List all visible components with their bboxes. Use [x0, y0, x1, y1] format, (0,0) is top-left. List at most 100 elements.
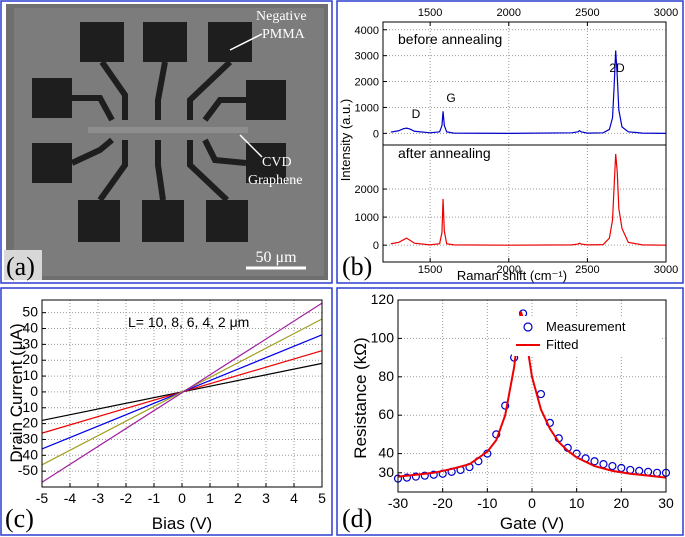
panel-frame — [0, 287, 333, 536]
y-tick-label: 4000 — [355, 25, 379, 37]
panel-label: (b) — [342, 252, 372, 281]
data-line — [390, 153, 667, 246]
y-tick-label: 0 — [373, 240, 379, 252]
x-tick-label: 0 — [528, 495, 536, 511]
x-tick-label: 1500 — [418, 264, 442, 276]
panel-frame — [336, 0, 684, 284]
y-tick-label: -40 — [18, 446, 38, 462]
x-tick-label: -2 — [120, 490, 133, 506]
legend: Measurement Fitted — [512, 316, 662, 356]
annotation: after annealing — [398, 145, 491, 161]
x-tick-label: 30 — [658, 495, 674, 511]
x-tick-label: 0 — [178, 490, 186, 506]
plot: 30 40 60 80 100 120 -30 -20 -10 0 10 20 30 Resistance… — [342, 291, 674, 533]
y-tick-label: 1000 — [355, 212, 379, 224]
x-tick-label: -1 — [148, 490, 161, 506]
annotation: G — [446, 91, 455, 105]
data-point — [402, 473, 412, 482]
y-tick-label: -20 — [18, 415, 38, 431]
y-axis-title: Intensity (a.u.) — [338, 99, 353, 181]
y-tick-label: 60 — [378, 406, 394, 422]
y-tick-label: 0 — [30, 383, 38, 399]
annotation: Negative — [256, 9, 307, 24]
legend-label: Fitted — [546, 337, 579, 352]
pad — [143, 22, 187, 62]
annotation: before annealing — [398, 31, 502, 47]
lead — [202, 138, 247, 166]
arrow — [229, 33, 263, 51]
y-tick-label: 50 — [22, 304, 38, 320]
pad — [206, 200, 248, 242]
x-tick-label: 1500 — [418, 7, 442, 19]
annotation: D — [412, 107, 421, 121]
lead — [70, 137, 114, 166]
x-tick-label: -4 — [64, 490, 77, 506]
y-tick-label: 2000 — [355, 184, 379, 196]
x-tick-label: 3 — [262, 490, 270, 506]
lead — [155, 61, 168, 120]
annotation: 2D — [609, 61, 625, 75]
y-tick-label: 2000 — [355, 77, 379, 89]
y-tick-label: 0 — [373, 128, 379, 140]
x-tick-label: 3000 — [654, 7, 678, 19]
legend-label: Measurement — [546, 319, 626, 334]
plot-frame — [397, 299, 667, 493]
leads — [70, 59, 247, 203]
data-line — [41, 318, 323, 466]
y-axis-title: Resistance (kΩ) — [351, 337, 370, 458]
x-axis-title: Bias (V) — [152, 514, 212, 533]
data-point — [429, 470, 438, 479]
plot: 0 1000 2000 3000 4000 1500 2000 2500 3000 before … — [338, 7, 678, 181]
x-tick-label: 4 — [290, 490, 298, 506]
y-tick-label: 40 — [378, 445, 394, 461]
lead — [202, 97, 246, 122]
annotation: Graphene — [248, 173, 302, 188]
annotation: L= 10, 8, 6, 4, 2 μm — [128, 314, 249, 330]
y-axis-title: Drain Current (μA) — [7, 323, 26, 462]
pad — [32, 143, 72, 183]
x-tick-label: 1 — [206, 490, 214, 506]
pad — [142, 200, 184, 242]
y-tick-label: 40 — [22, 320, 38, 336]
x-tick-label: -30 — [388, 495, 408, 511]
pad — [246, 80, 286, 120]
panel-label: (d) — [342, 504, 372, 533]
panel-label: (c) — [5, 504, 34, 533]
x-tick-label: -20 — [433, 495, 453, 511]
x-tick-label: -10 — [477, 495, 497, 511]
lead — [72, 95, 115, 122]
plot: 0 1000 2000 1500 2000 2500 3000 after annealing… — [342, 144, 678, 283]
pad — [246, 143, 286, 183]
x-tick-label: 5 — [318, 490, 326, 506]
data-line — [41, 302, 323, 483]
y-tick-label: 100 — [371, 329, 395, 345]
data-line — [390, 50, 667, 134]
plot-frame — [41, 299, 323, 488]
annotation: CVD — [262, 155, 292, 170]
x-tick-label: 2000 — [497, 264, 521, 276]
x-tick-label: 2500 — [575, 264, 599, 276]
lead — [187, 140, 230, 203]
lead — [97, 140, 128, 202]
pads — [32, 22, 286, 242]
micrograph: Negative PMMA CVD Graphene 50 μm (a) — [4, 4, 328, 281]
lead — [155, 140, 166, 201]
legend-box — [512, 316, 662, 356]
lead — [187, 59, 233, 120]
x-tick-label: 10 — [569, 495, 585, 511]
pad — [32, 78, 72, 118]
plot-frame — [382, 144, 667, 263]
x-tick-label: 2000 — [497, 7, 521, 19]
x-axis-title: Gate (V) — [500, 514, 564, 533]
y-tick-label: 120 — [371, 291, 395, 307]
data-point — [501, 401, 510, 410]
y-tick-label: 20 — [22, 351, 38, 367]
x-tick-label: -5 — [36, 490, 49, 506]
y-tick-label: 10 — [22, 367, 38, 383]
legend-marker — [523, 322, 533, 332]
panel-frame — [0, 0, 333, 284]
scale-label: 50 μm — [255, 249, 297, 266]
arrow — [239, 134, 263, 158]
